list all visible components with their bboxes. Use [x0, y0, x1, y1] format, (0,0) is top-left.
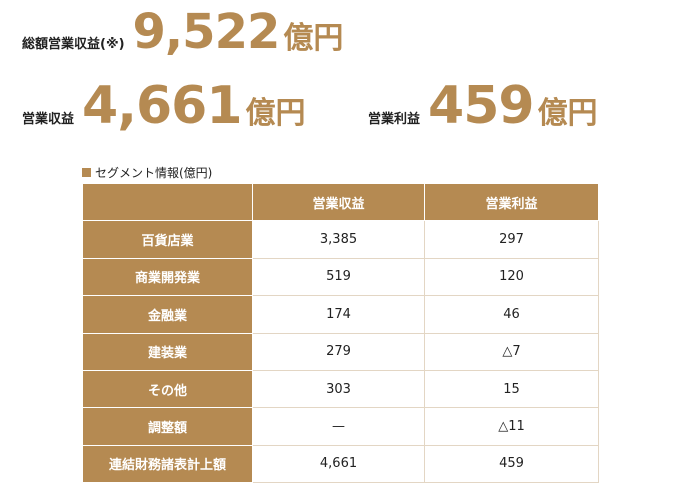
row-name: 金融業 — [82, 295, 253, 334]
row-name: 調整額 — [82, 407, 253, 446]
row-name: 連結財務諸表計上額 — [82, 444, 253, 483]
operating-profit: 営業利益 459 億円 — [368, 80, 598, 132]
row-profit: 46 — [424, 295, 599, 334]
table-row: 商業開発業 519 120 — [82, 257, 599, 297]
square-bullet-icon — [82, 168, 91, 177]
table-row: 百貨店業 3,385 297 — [82, 220, 599, 259]
row-name: その他 — [82, 369, 253, 409]
row-profit: △11 — [424, 407, 599, 446]
row-revenue: — — [252, 407, 425, 446]
row-revenue: 279 — [252, 332, 425, 371]
table-row: その他 303 15 — [82, 369, 599, 409]
total-operating-revenue-unit: 億円 — [283, 21, 344, 56]
segment-title-text: セグメント情報(億円) — [95, 166, 213, 180]
total-operating-revenue-label: 総額営業収益(※) — [22, 37, 125, 52]
segment-title: セグメント情報(億円) — [82, 164, 212, 181]
operating-revenue-value: 4,661 — [82, 76, 242, 136]
operating-profit-unit: 億円 — [537, 96, 598, 131]
row-profit: 297 — [424, 220, 599, 259]
row-profit: △7 — [424, 332, 599, 371]
row-revenue: 519 — [252, 257, 425, 297]
operating-revenue-label: 営業収益 — [22, 112, 75, 127]
table-row: 連結財務諸表計上額 4,661 459 — [82, 444, 599, 483]
header-corner — [82, 182, 253, 222]
row-profit: 120 — [424, 257, 599, 297]
table-row: 金融業 174 46 — [82, 295, 599, 334]
header-revenue: 営業収益 — [252, 182, 425, 222]
row-revenue: 3,385 — [252, 220, 425, 259]
row-revenue: 303 — [252, 369, 425, 409]
total-operating-revenue: 総額営業収益(※) 9,522 億円 — [22, 8, 343, 56]
row-name: 商業開発業 — [82, 257, 253, 297]
total-operating-revenue-value: 9,522 — [132, 4, 281, 60]
row-name: 百貨店業 — [82, 220, 253, 259]
operating-revenue: 営業収益 4,661 億円 — [22, 80, 306, 132]
table-header-row: 営業収益 営業利益 — [82, 182, 599, 222]
row-revenue: 174 — [252, 295, 425, 334]
row-profit: 15 — [424, 369, 599, 409]
row-profit: 459 — [424, 444, 599, 483]
table-row: 建装業 279 △7 — [82, 332, 599, 371]
operating-revenue-unit: 億円 — [245, 96, 306, 131]
row-revenue: 4,661 — [252, 444, 425, 483]
segment-table: 営業収益 営業利益 百貨店業 3,385 297 商業開発業 519 120 金… — [82, 182, 599, 483]
operating-profit-value: 459 — [428, 76, 535, 136]
row-name: 建装業 — [82, 332, 253, 371]
header-profit: 営業利益 — [424, 182, 599, 222]
operating-profit-label: 営業利益 — [368, 112, 421, 127]
table-row: 調整額 — △11 — [82, 407, 599, 446]
